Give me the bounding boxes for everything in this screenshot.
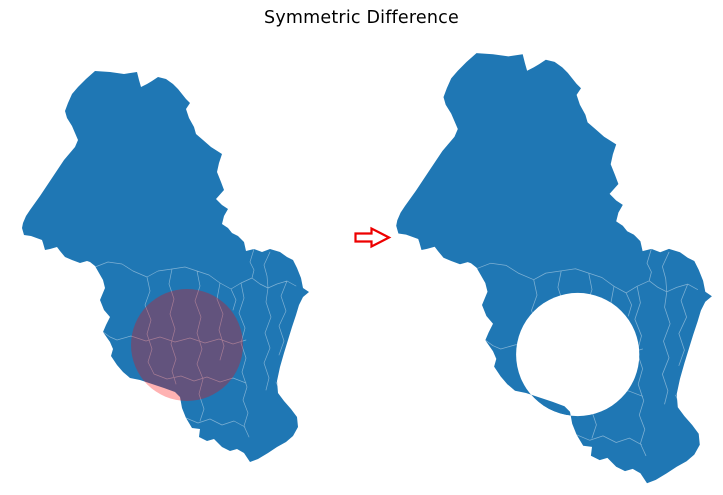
difference-circle-overlay: [131, 289, 243, 401]
figure-title: Symmetric Difference: [264, 8, 459, 28]
right-region-map: [395, 52, 713, 484]
left-map-panel: [21, 70, 310, 463]
right-arrow-icon: [354, 226, 392, 249]
right-map-panel: [395, 52, 713, 484]
circle-minus-polygon-sliver: [516, 292, 640, 417]
left-region-map: [21, 70, 310, 463]
